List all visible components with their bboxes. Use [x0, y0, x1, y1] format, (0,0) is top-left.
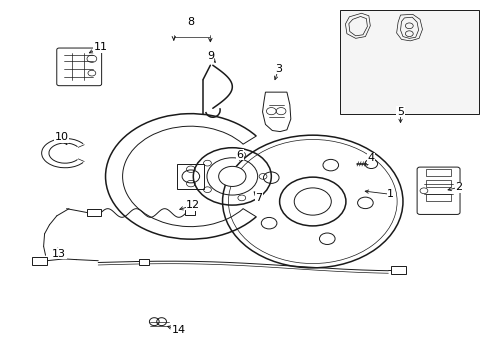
Bar — [426, 194, 450, 201]
Bar — [139, 259, 149, 265]
Bar — [177, 164, 204, 189]
Bar — [426, 180, 450, 187]
Bar — [184, 210, 194, 215]
Text: 12: 12 — [186, 200, 200, 210]
Text: 9: 9 — [206, 51, 213, 61]
Text: 5: 5 — [396, 107, 403, 117]
Text: 13: 13 — [52, 248, 66, 258]
Bar — [87, 210, 101, 216]
Bar — [390, 266, 406, 274]
Bar — [426, 169, 450, 176]
Circle shape — [218, 166, 245, 186]
Text: 14: 14 — [171, 325, 185, 335]
Text: 7: 7 — [255, 193, 262, 203]
Text: 3: 3 — [275, 64, 282, 74]
Bar — [339, 10, 478, 114]
Text: 6: 6 — [236, 150, 243, 160]
Text: 1: 1 — [386, 189, 393, 199]
Text: 11: 11 — [94, 42, 107, 52]
Bar — [32, 257, 47, 265]
Text: 8: 8 — [187, 17, 194, 27]
Text: 4: 4 — [367, 153, 374, 163]
Text: 10: 10 — [55, 132, 68, 142]
Text: 2: 2 — [454, 182, 462, 192]
